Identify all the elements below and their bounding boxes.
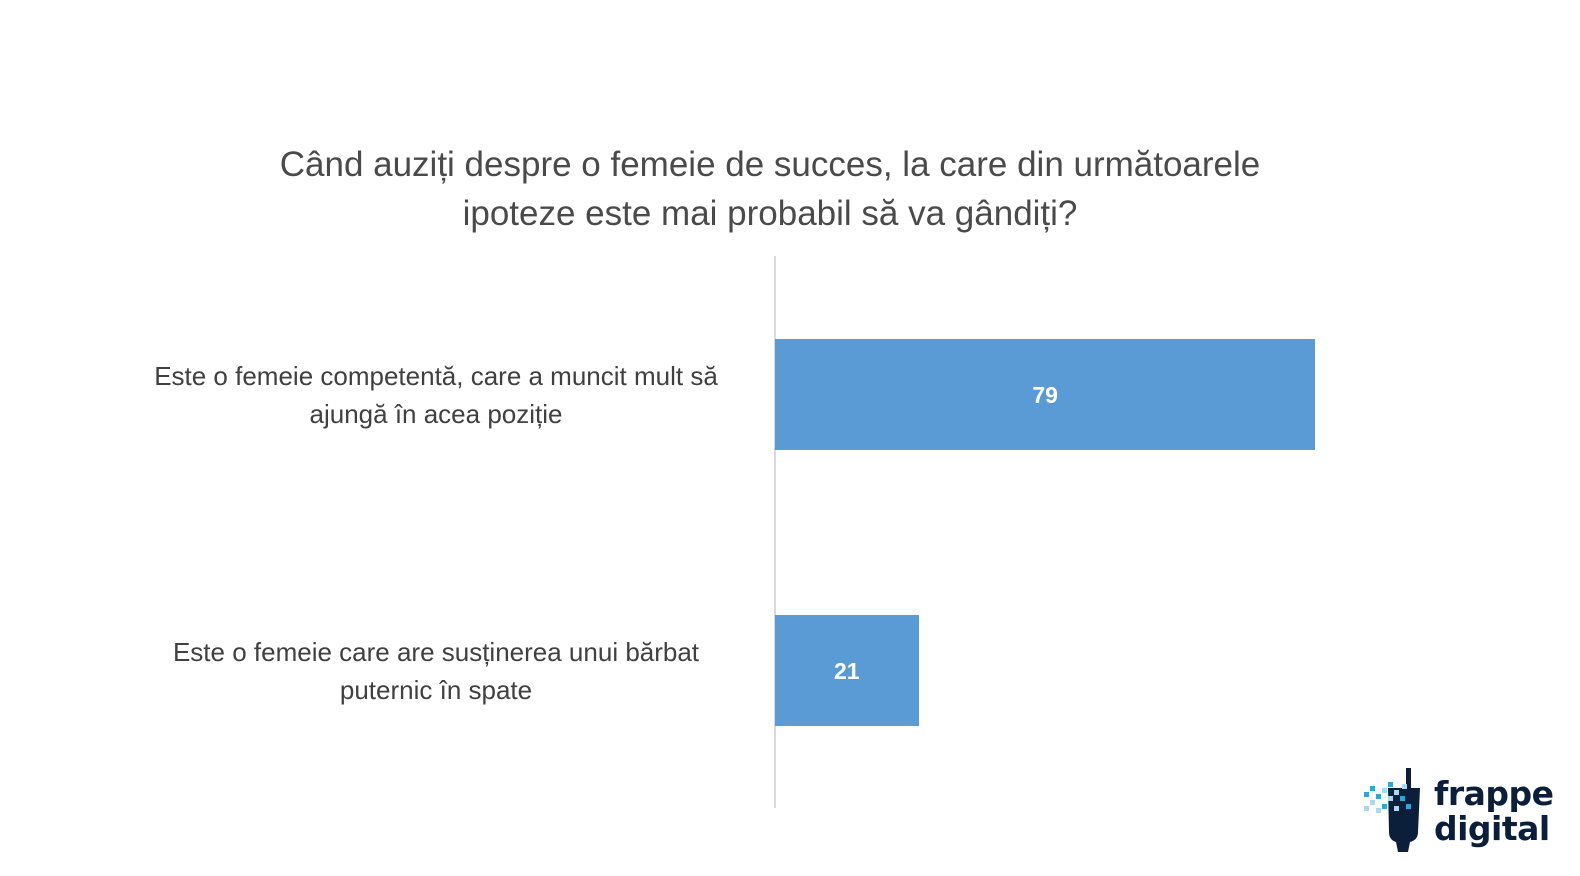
category-axis-line <box>774 256 776 808</box>
logo-pixel <box>1400 796 1405 801</box>
chart-title-line-2: ipoteze este mai probabil să va gândiți? <box>462 194 1078 233</box>
category-label-line: ajungă în acea poziție <box>309 398 563 429</box>
logo-word-2: digital <box>1434 809 1550 848</box>
logo-pixel <box>1394 806 1399 811</box>
logo-pixel <box>1402 784 1407 789</box>
category-label-line: Este o femeie competentă, care a muncit … <box>154 360 718 391</box>
bar-supported <box>775 615 919 726</box>
logo-pixel <box>1388 782 1393 787</box>
logo-wordmark: frappe digital <box>1434 776 1554 846</box>
logo-pixel <box>1364 806 1369 811</box>
logo-pixel <box>1382 788 1387 793</box>
logo-pixel <box>1376 794 1381 799</box>
cup-shape <box>1388 788 1420 852</box>
frappe-cup-icon <box>1364 768 1420 852</box>
data-label-competent: 79 <box>1032 381 1058 408</box>
straw-shape <box>1406 768 1411 790</box>
category-label-competent: Este o femeie competentă, care a muncit … <box>126 357 746 433</box>
logo-word-1: frappe <box>1434 774 1554 813</box>
logo-pixel <box>1388 796 1393 801</box>
chart-title: Când auziți despre o femeie de succes, l… <box>140 140 1400 238</box>
logo-pixel <box>1364 792 1369 797</box>
logo-pixel <box>1370 786 1375 791</box>
logo-pixel <box>1382 804 1387 809</box>
chart-title-line-1: Când auziți despre o femeie de succes, l… <box>279 145 1261 184</box>
bar-competent <box>775 339 1316 450</box>
category-label-line: puternic în spate <box>339 674 533 705</box>
logo-pixel <box>1376 808 1381 813</box>
category-label-line: Este o femeie care are susținerea unui b… <box>172 636 700 667</box>
logo-pixel <box>1394 790 1399 795</box>
logo-pixel <box>1406 804 1411 809</box>
category-label-supported: Este o femeie care are susținerea unui b… <box>126 633 746 709</box>
frappe-digital-logo: frappe digital <box>1362 766 1554 856</box>
data-label-supported: 21 <box>834 657 860 684</box>
logo-pixel <box>1370 800 1375 805</box>
